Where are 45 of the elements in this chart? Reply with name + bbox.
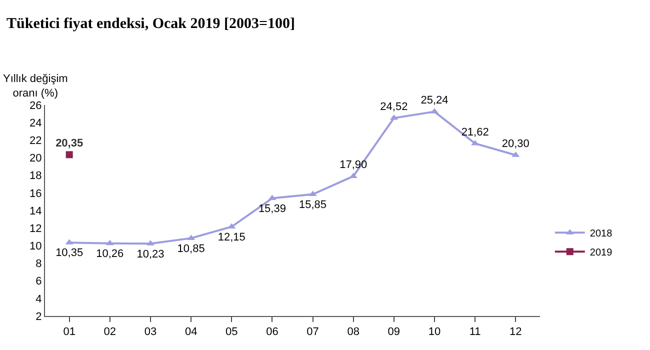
data-label: 15,85 bbox=[299, 198, 327, 211]
data-label: 12,15 bbox=[218, 231, 246, 244]
x-tick-label: 07 bbox=[306, 326, 319, 338]
data-label: 10,23 bbox=[136, 248, 164, 260]
y-axis-title: Yıllık değişim oranı (%) bbox=[3, 73, 68, 100]
point bbox=[106, 240, 114, 246]
data-label: 10,26 bbox=[96, 248, 124, 260]
data-label: 21,62 bbox=[461, 126, 489, 138]
y-tick-label: 12 bbox=[30, 222, 42, 235]
legend-label: 2019 bbox=[590, 248, 613, 259]
y-tick-label: 18 bbox=[30, 170, 42, 182]
y-tick-label: 24 bbox=[30, 117, 42, 130]
x-tick-label: 02 bbox=[104, 326, 116, 338]
data-label: 10,35 bbox=[56, 247, 84, 260]
y-tick-label: 16 bbox=[30, 188, 42, 200]
point bbox=[66, 151, 73, 158]
point bbox=[268, 194, 276, 200]
y-tick-label: 20 bbox=[30, 152, 42, 165]
x-tick-label: 01 bbox=[63, 326, 76, 338]
x-tick-label: 11 bbox=[469, 326, 481, 338]
data-label: 17,90 bbox=[340, 159, 368, 172]
data-label: 20,35 bbox=[56, 138, 84, 150]
x-tick-label: 03 bbox=[144, 326, 157, 338]
x-tick-label: 04 bbox=[184, 326, 198, 338]
legend-label: 2018 bbox=[590, 228, 613, 240]
y-tick-label: 2 bbox=[36, 310, 42, 323]
y-tick-label: 22 bbox=[30, 135, 42, 148]
x-tick-label: 05 bbox=[226, 326, 238, 338]
y-tick-label: 26 bbox=[30, 100, 42, 112]
y-tick-label: 14 bbox=[30, 205, 42, 218]
y-tick-label: 8 bbox=[36, 258, 42, 270]
data-label: 24,52 bbox=[380, 100, 408, 113]
x-tick-label: 09 bbox=[388, 326, 400, 338]
data-label: 25,24 bbox=[420, 94, 448, 107]
y-tick-label: 10 bbox=[30, 240, 42, 253]
x-tick-label: 08 bbox=[347, 326, 360, 338]
x-tick-label: 10 bbox=[428, 326, 441, 338]
chart-title: Tüketici fiyat endeksi, Ocak 2019 [2003=100] bbox=[6, 16, 296, 32]
y-tick-label: 4 bbox=[36, 293, 42, 306]
data-label: 20,30 bbox=[502, 138, 530, 150]
x-tick-label: 12 bbox=[510, 326, 522, 338]
x-tick-label: 06 bbox=[266, 326, 278, 338]
data-label: 15,39 bbox=[258, 202, 286, 215]
y-tick-label: 6 bbox=[36, 276, 42, 288]
data-label: 10,85 bbox=[177, 242, 205, 255]
